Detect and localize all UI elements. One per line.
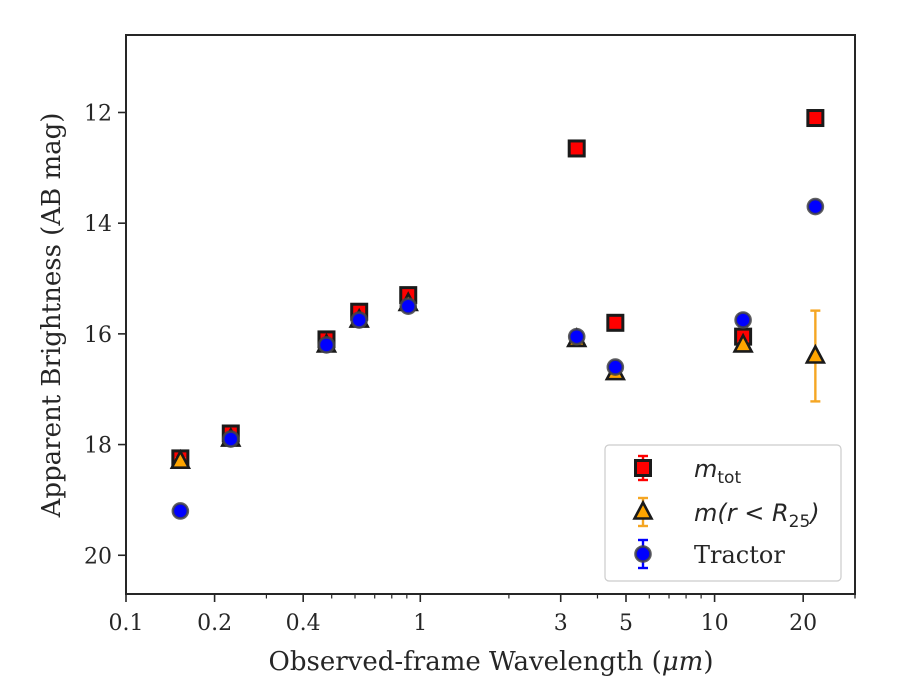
point-tractor-0: [171, 502, 190, 520]
legend-label-tractor: Tractor: [694, 541, 785, 569]
point-mtot-6: [606, 313, 625, 332]
legend-box: [604, 444, 842, 582]
x-axis-label-suffix: ): [703, 647, 713, 677]
x-tick-label-1: 0.2: [197, 611, 232, 636]
series-mtot: [171, 109, 825, 468]
y-axis-ticks: 12 14 16 18 20: [84, 101, 126, 569]
legend: mtot m(r < R25) Tractor: [604, 444, 842, 582]
x-tick-label-0: 0.1: [109, 611, 144, 636]
legend-handle-mtot: [634, 454, 652, 482]
y-tick-label-4: 20: [84, 544, 112, 569]
point-tractor-8: [806, 197, 825, 216]
x-axis-ticks: 0.1 0.2 0.4 1 3 5 10 20: [109, 594, 856, 636]
point-mr25-0: [169, 448, 192, 469]
point-mr25-7: [732, 332, 754, 353]
point-tractor-2: [317, 336, 336, 354]
x-axis-label-unit: μm: [662, 647, 704, 677]
series-tractor: [171, 197, 825, 520]
x-tick-label-5: 5: [619, 611, 633, 636]
point-tractor-3: [350, 311, 368, 329]
y-tick-label-0: 12: [84, 101, 112, 126]
legend-label-mr25: m(r < R25): [694, 499, 820, 532]
point-tractor-5: [567, 327, 586, 346]
point-tractor-7: [734, 311, 752, 329]
y-tick-label-3: 18: [84, 434, 112, 459]
legend-handle-mr25: [632, 496, 654, 528]
point-mtot-5: [567, 139, 586, 158]
x-tick-label-7: 20: [789, 611, 817, 636]
legend-handle-tractor: [634, 538, 652, 570]
x-tick-label-2: 0.4: [286, 611, 321, 636]
point-tractor-4: [399, 297, 418, 315]
data-points-layer: [169, 109, 827, 520]
x-axis-label: Observed-frame Wavelength (μm): [269, 647, 714, 677]
x-tick-label-6: 10: [701, 611, 729, 636]
y-tick-label-2: 16: [84, 323, 112, 348]
y-axis-label: Apparent Brightness (AB mag): [37, 113, 67, 519]
legend-marker-mr25: [632, 499, 654, 520]
x-tick-label-4: 3: [554, 611, 568, 636]
point-mtot-8: [806, 109, 825, 128]
legend-label-mtot: mtot: [694, 455, 741, 488]
point-tractor-6: [606, 358, 625, 376]
point-tractor-1: [221, 430, 240, 448]
x-axis-label-prefix: Observed-frame Wavelength (: [269, 647, 662, 677]
legend-marker-mtot: [634, 459, 652, 477]
x-tick-label-3: 1: [413, 611, 427, 636]
series-mr25: [169, 291, 827, 469]
point-mr25-8: [804, 343, 827, 364]
y-tick-label-1: 14: [84, 212, 112, 237]
legend-marker-tractor: [634, 545, 652, 563]
plot-frame: [125, 34, 856, 595]
